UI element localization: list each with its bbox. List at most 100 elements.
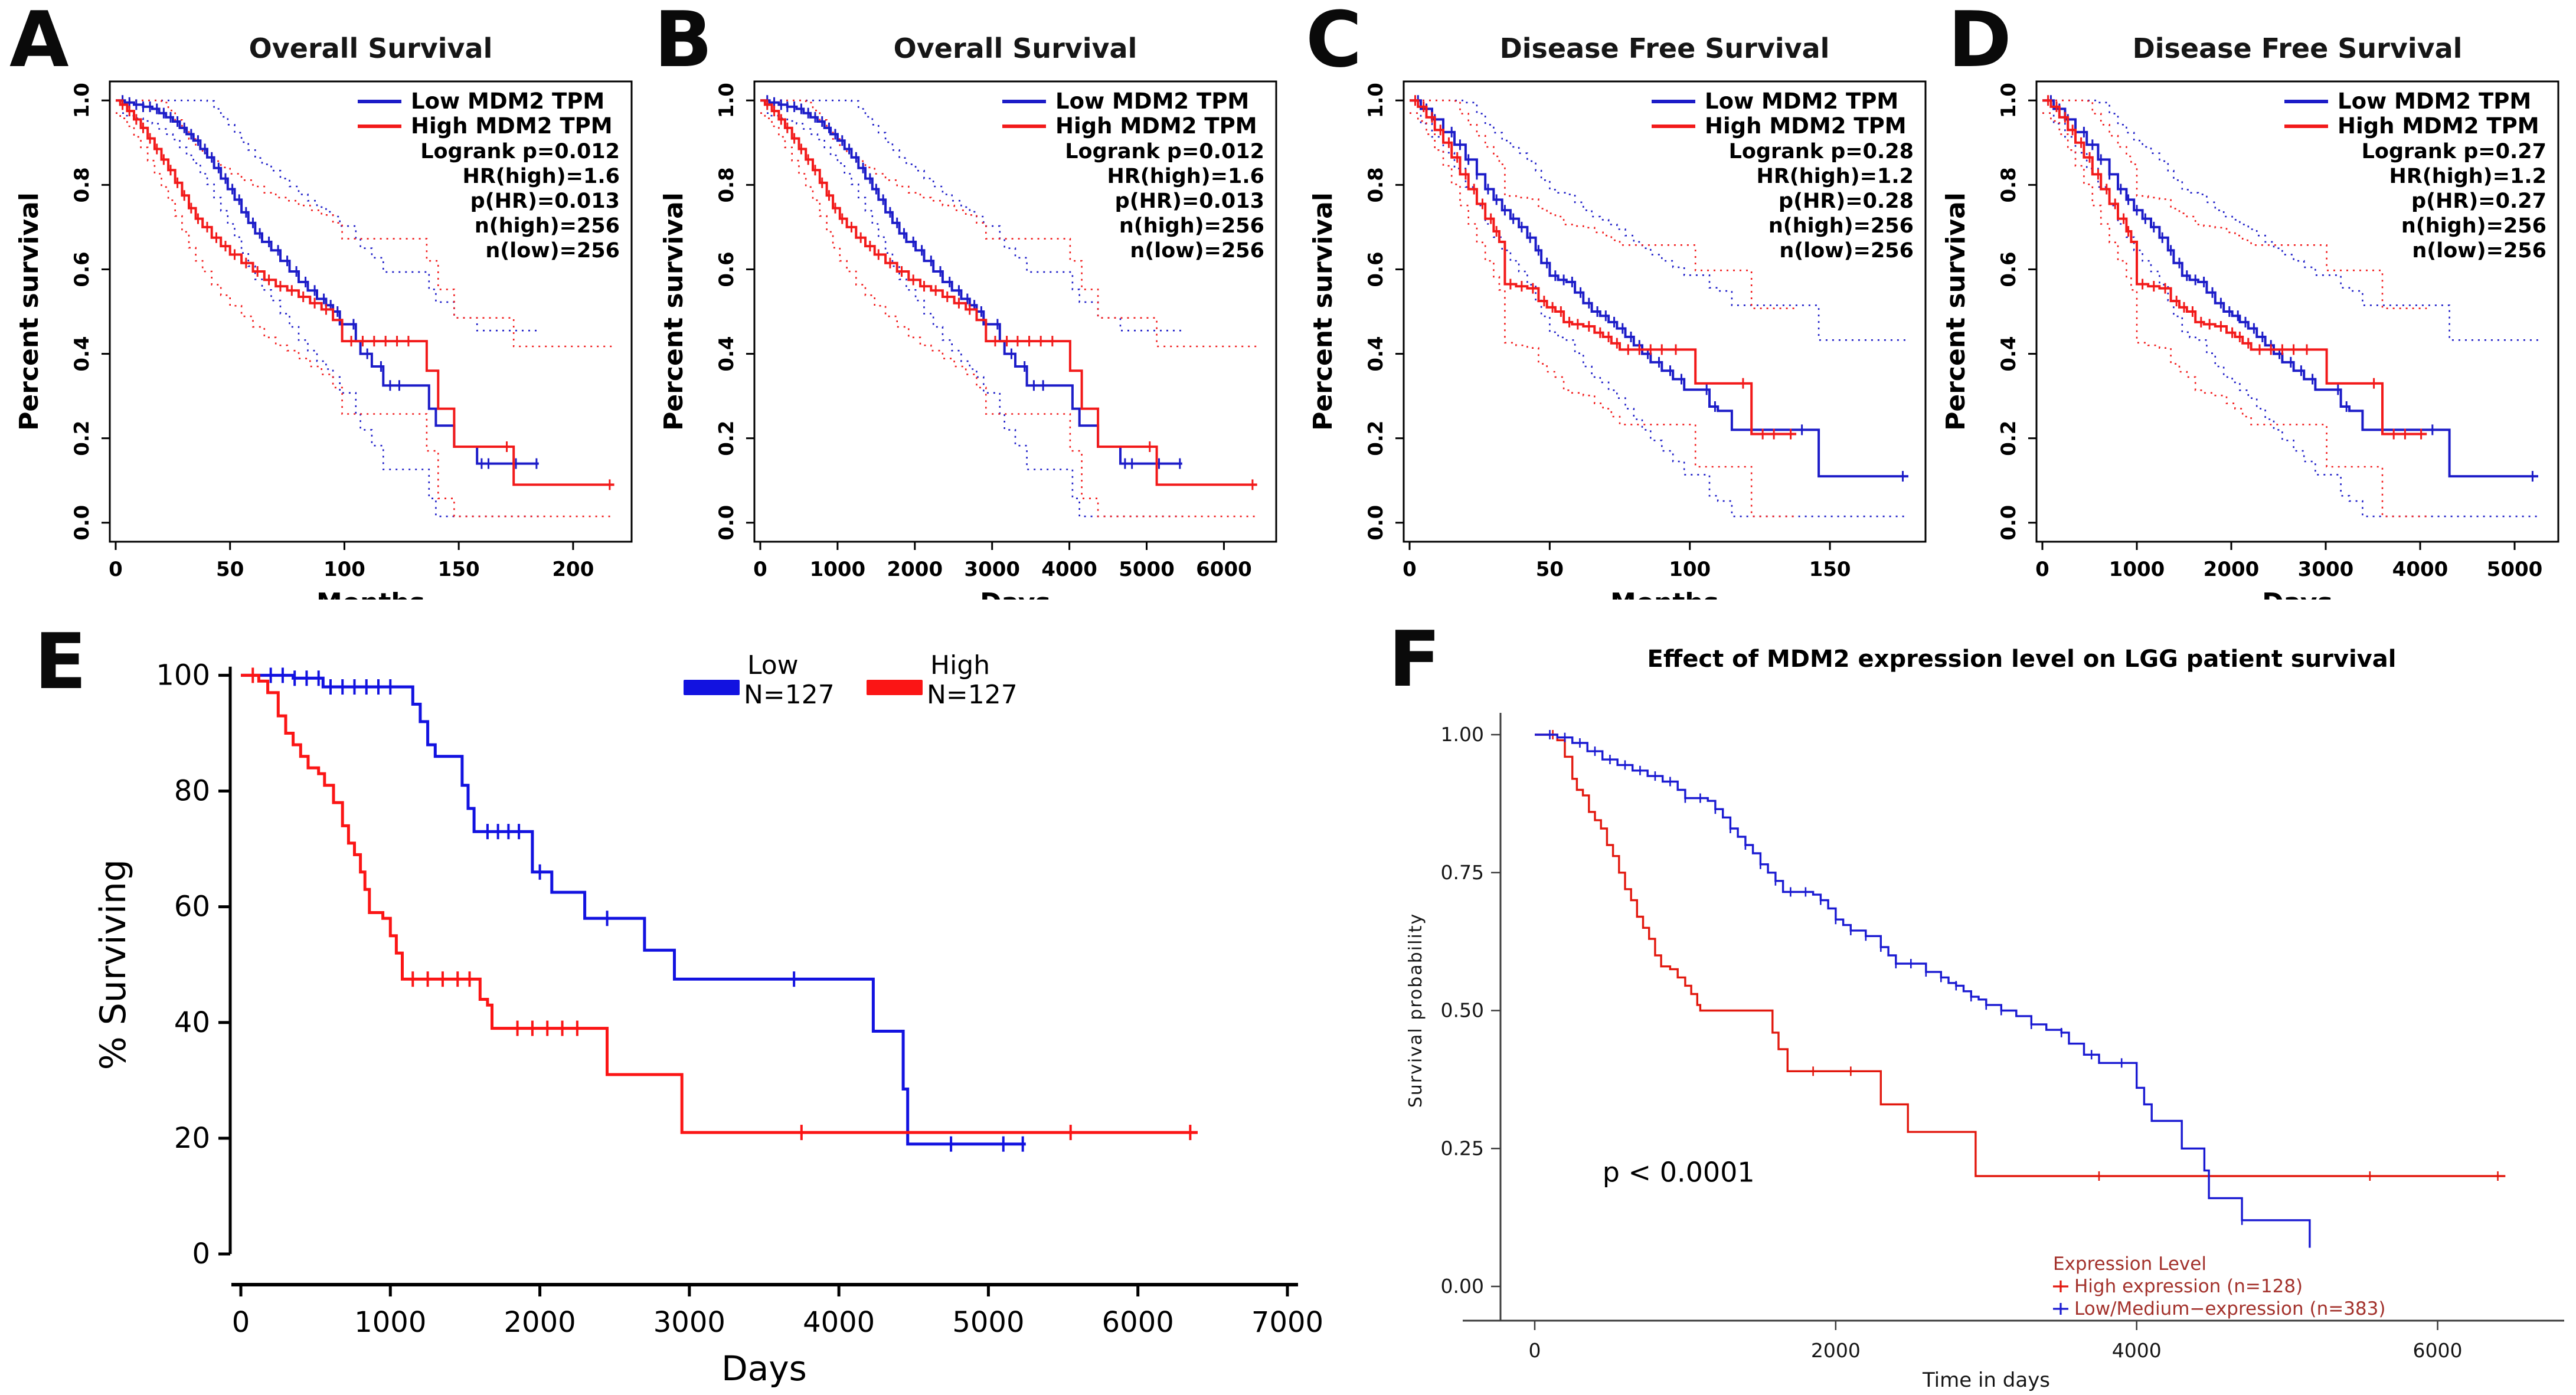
y-tick-label: 0.25 bbox=[1441, 1137, 1484, 1160]
high-mdm2-tpm-legend-label: High MDM2 TPM bbox=[2338, 113, 2539, 139]
x-tick-label: 5000 bbox=[1119, 558, 1175, 581]
x-tick-label: 150 bbox=[438, 558, 480, 581]
high-mdm2-tpm-legend-label: High MDM2 TPM bbox=[1705, 113, 1907, 139]
chart-F: 0.00 0.25 0.50 0.75 1.00 0 2000 4000 6000 Effect … bbox=[1405, 646, 2564, 1392]
x-tick-label: 6000 bbox=[1102, 1306, 1174, 1339]
x-tick-label: 4000 bbox=[2392, 558, 2448, 581]
x-axis-label: Days bbox=[980, 588, 1051, 600]
panel-letter-c: C bbox=[1306, 0, 1362, 84]
x-tick-label: 4000 bbox=[803, 1306, 875, 1339]
y-tick-label: 0.8 bbox=[715, 167, 738, 202]
x-tick-label: 5000 bbox=[952, 1306, 1024, 1339]
x-tick-label: 2000 bbox=[2204, 558, 2260, 581]
y-axis-label: Percent survival bbox=[1308, 192, 1338, 431]
low-mdm2-tpm-ci-lower bbox=[116, 112, 539, 518]
x-tick-label: 6000 bbox=[1196, 558, 1252, 581]
high-legend-swatch bbox=[867, 680, 923, 695]
x-tick-label: 0 bbox=[1529, 1339, 1541, 1362]
x-axis-label: Days bbox=[2262, 588, 2333, 600]
low-mdm2-tpm-legend-label: Low MDM2 TPM bbox=[411, 89, 604, 114]
plot-box bbox=[109, 80, 633, 543]
low-legend-swatch bbox=[684, 680, 740, 695]
plot-box bbox=[1403, 80, 1927, 543]
x-tick-label: 3000 bbox=[2298, 558, 2354, 581]
y-tick-label: 0.8 bbox=[1364, 167, 1388, 202]
y-tick-label: 1.0 bbox=[1364, 83, 1388, 118]
stat-line: Logrank p=0.27 bbox=[2362, 140, 2546, 163]
x-axis-label: Time in days bbox=[1922, 1368, 2050, 1392]
x-tick-label: 3000 bbox=[964, 558, 1020, 581]
stat-line: p(HR)=0.013 bbox=[1115, 189, 1264, 213]
legend-title: Expression Level bbox=[2053, 1253, 2206, 1275]
x-tick-label: 0 bbox=[232, 1306, 250, 1339]
stat-line: HR(high)=1.2 bbox=[2389, 165, 2546, 188]
x-tick-label: 0 bbox=[1403, 558, 1417, 581]
panel-e-km-surviving-chart: 0 20 40 60 80 100 0 1000 2000 3000 4000 5000 6000 700… bbox=[76, 626, 1333, 1395]
y-tick-label: 0.0 bbox=[1364, 505, 1388, 541]
x-tick-label: 1000 bbox=[2109, 558, 2165, 581]
y-tick-label: 0.4 bbox=[1364, 336, 1388, 371]
plot-box bbox=[2035, 80, 2559, 543]
low-mdm2-tpm-ci-lower bbox=[760, 112, 1182, 518]
x-tick-label: 6000 bbox=[2413, 1339, 2463, 1362]
panel-f-lgg-survival-chart: 0.00 0.25 0.50 0.75 1.00 0 2000 4000 6000 Effect … bbox=[1387, 626, 2574, 1395]
y-axis-label: Percent survival bbox=[14, 192, 44, 431]
stat-line: HR(high)=1.6 bbox=[1107, 165, 1264, 188]
stat-line: n(low)=256 bbox=[2412, 239, 2546, 263]
panel-letter-b: B bbox=[654, 0, 713, 84]
chart-C: Disease Free Survival Percent survival Mon… bbox=[1308, 32, 1927, 618]
low-mdm2-tpm-legend-label: Low MDM2 TPM bbox=[1705, 89, 1898, 114]
high-mdm2-tpm-ci-upper bbox=[1410, 99, 1797, 309]
panel-b-overall-survival-days-chart: Overall Survival Percent survival Days 0 100… bbox=[649, 4, 1293, 618]
y-tick-label: 0.8 bbox=[1997, 167, 2021, 202]
y-tick-label: 0.8 bbox=[70, 167, 94, 202]
y-tick-label: 80 bbox=[174, 775, 210, 808]
stat-line: n(high)=256 bbox=[1119, 214, 1264, 238]
y-tick-label: 1.00 bbox=[1441, 723, 1484, 746]
chart-title: Disease Free Survival bbox=[1500, 32, 1830, 64]
x-axis-label: Months bbox=[1610, 588, 1719, 600]
y-tick-label: 0.0 bbox=[715, 505, 738, 541]
y-axis-label: % Surviving bbox=[93, 859, 134, 1070]
y-tick-label: 0.00 bbox=[1441, 1275, 1484, 1298]
chart-B: Overall Survival Percent survival Days 0 100… bbox=[659, 32, 1277, 618]
stat-line: p(HR)=0.27 bbox=[2411, 189, 2546, 213]
low-mdm2-tpm-legend-label: Low MDM2 TPM bbox=[2338, 89, 2531, 114]
x-tick-label: 0 bbox=[109, 558, 123, 581]
high-mdm2-tpm-curve bbox=[1410, 99, 1797, 435]
panel-d-disease-free-survival-days-chart: Disease Free Survival Percent survival Day… bbox=[1931, 4, 2575, 618]
stat-line: HR(high)=1.6 bbox=[463, 165, 620, 188]
high-mdm2-tpm-legend-label: High MDM2 TPM bbox=[411, 113, 613, 139]
y-tick-label: 0 bbox=[192, 1237, 210, 1270]
y-tick-label: 1.0 bbox=[715, 83, 738, 118]
low-medium-expression-n-383-curve bbox=[1535, 733, 2311, 1248]
stat-line: p(HR)=0.28 bbox=[1779, 189, 1914, 213]
chart-title: Disease Free Survival bbox=[2133, 32, 2463, 64]
x-tick-label: 3000 bbox=[653, 1306, 725, 1339]
y-axis-label: Percent survival bbox=[1941, 192, 1971, 431]
x-tick-label: 2000 bbox=[887, 558, 943, 581]
high-expression-n-128-legend-label: High expression (n=128) bbox=[2074, 1276, 2303, 1297]
panel-letter-a: A bbox=[9, 0, 69, 84]
x-axis-label: Months bbox=[316, 588, 425, 600]
stat-line: n(low)=256 bbox=[1779, 239, 1914, 263]
x-tick-label: 4000 bbox=[1041, 558, 1097, 581]
panel-letter-f: F bbox=[1388, 614, 1441, 704]
stat-line: n(high)=256 bbox=[2401, 214, 2546, 238]
high-legend-n: N=127 bbox=[927, 680, 1018, 710]
low-mdm2-tpm-legend-label: Low MDM2 TPM bbox=[1055, 89, 1249, 114]
high-mdm2-tpm-ci-lower bbox=[1410, 112, 1797, 518]
y-tick-label: 0.2 bbox=[1364, 421, 1388, 456]
stat-line: n(high)=256 bbox=[475, 214, 620, 238]
panel-a-overall-survival-months-chart: Overall Survival Percent survival Months 0 5… bbox=[5, 4, 648, 618]
y-tick-label: 0.6 bbox=[70, 251, 94, 287]
plot-box bbox=[753, 80, 1277, 543]
stat-line: n(high)=256 bbox=[1768, 214, 1914, 238]
y-tick-label: 0.6 bbox=[715, 251, 738, 287]
y-tick-label: 0.2 bbox=[1997, 421, 2021, 456]
high-legend-label: High bbox=[930, 650, 990, 680]
low-legend-label: Low bbox=[747, 650, 799, 680]
low-legend-n: N=127 bbox=[744, 680, 835, 710]
